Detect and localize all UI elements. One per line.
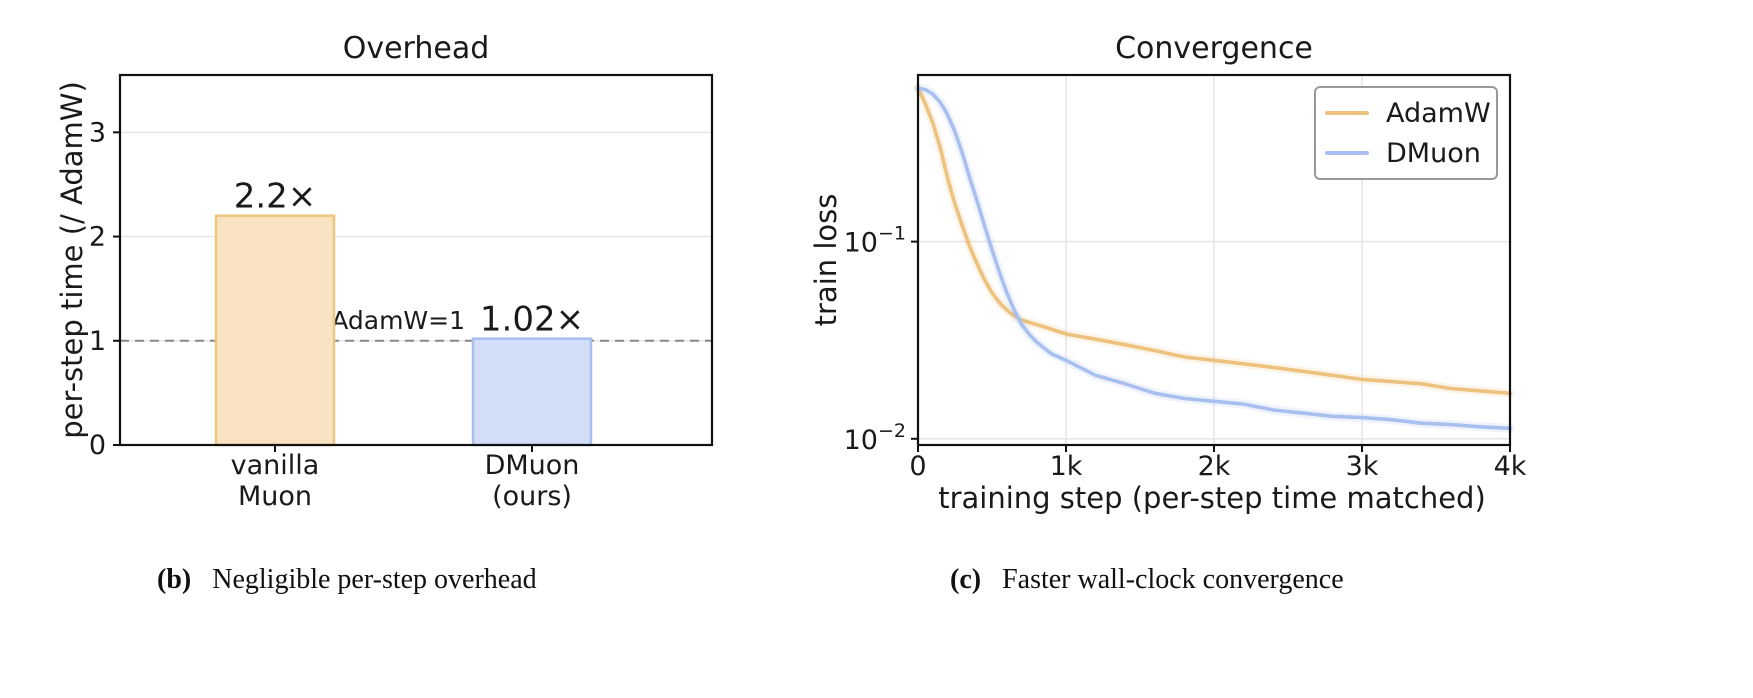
bar-ytick-label-0: 0 bbox=[89, 430, 106, 461]
line-ytick-label-1: 10−2 bbox=[844, 420, 906, 456]
legend-label-adamw: AdamW bbox=[1386, 98, 1491, 129]
legend: AdamW DMuon bbox=[1314, 86, 1498, 180]
line-xtick-label-2: 2k bbox=[1198, 451, 1231, 482]
caption-c: (c) Faster wall-clock convergence bbox=[950, 564, 1344, 595]
bar-xtick-label-0-0: vanilla bbox=[231, 450, 320, 481]
bar-xtick-label-1-1: (ours) bbox=[492, 481, 572, 512]
line-xtick-label-3: 3k bbox=[1346, 451, 1379, 482]
bar-y-axis-label: per-step time (/ AdamW) bbox=[55, 81, 89, 439]
legend-box bbox=[1314, 86, 1498, 180]
bar-chart-title: Overhead bbox=[343, 31, 490, 66]
caption-b-text: Negligible per-step overhead bbox=[212, 564, 536, 595]
caption-b: (b) Negligible per-step overhead bbox=[157, 564, 537, 595]
bar-plot-frame bbox=[118, 73, 714, 447]
line-xtick-label-0: 0 bbox=[909, 451, 926, 482]
bar-ytick-label-3: 3 bbox=[89, 117, 106, 148]
bar-value-label-0: 2.2× bbox=[234, 177, 317, 217]
bar-1 bbox=[471, 337, 593, 447]
caption-c-letter: (c) bbox=[950, 564, 981, 595]
reference-line-label: AdamW=1 bbox=[331, 306, 465, 335]
series-adamw-line bbox=[916, 86, 1512, 396]
line-y-axis-label: train loss bbox=[809, 194, 843, 327]
bar-ytick-label-1: 1 bbox=[89, 326, 106, 357]
legend-label-dmuon: DMuon bbox=[1386, 138, 1481, 169]
bar-xtick-label-1-0: DMuon bbox=[485, 450, 580, 481]
bar-xtick-label-0-1: Muon bbox=[238, 481, 312, 512]
line-xtick-label-4: 4k bbox=[1494, 451, 1527, 482]
line-ytick-label-0: 10−1 bbox=[844, 223, 906, 259]
bar-value-label-1: 1.02× bbox=[480, 300, 584, 340]
convergence-line-chart: 0 1k 2k 3k 4k 10−1 10−2 Convergence training … bbox=[809, 31, 1527, 515]
line-xtick-label-1: 1k bbox=[1050, 451, 1083, 482]
line-x-axis-label: training step (per-step time matched) bbox=[938, 481, 1486, 515]
line-chart-title: Convergence bbox=[1115, 31, 1313, 66]
bar-0 bbox=[214, 214, 336, 447]
caption-b-letter: (b) bbox=[157, 564, 191, 595]
caption-c-text: Faster wall-clock convergence bbox=[1002, 564, 1344, 595]
series-dmuon-line bbox=[916, 86, 1512, 431]
bar-ytick-label-2: 2 bbox=[89, 222, 106, 253]
